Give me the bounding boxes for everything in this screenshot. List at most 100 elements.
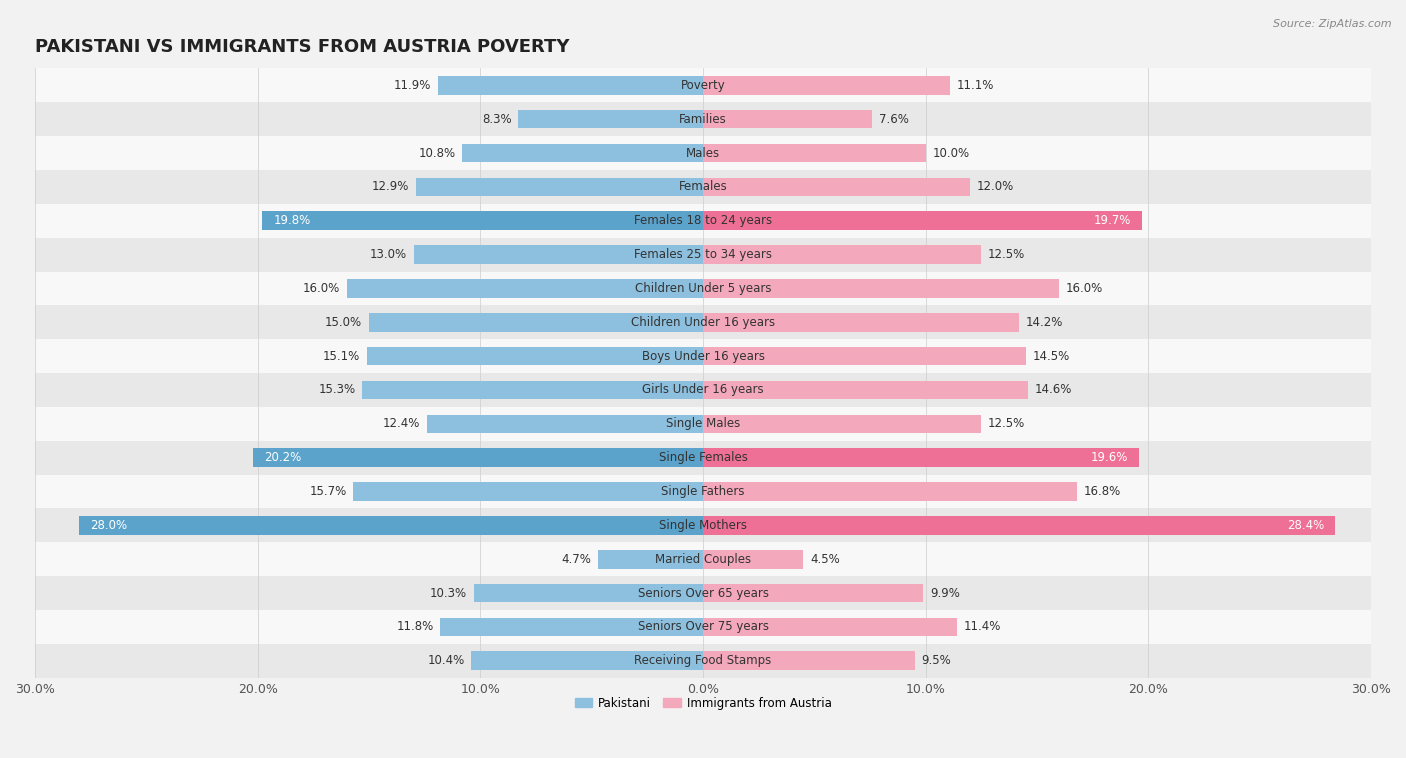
Text: Receiving Food Stamps: Receiving Food Stamps <box>634 654 772 667</box>
Text: 7.6%: 7.6% <box>879 113 908 126</box>
Text: Girls Under 16 years: Girls Under 16 years <box>643 384 763 396</box>
Text: Single Females: Single Females <box>658 451 748 464</box>
Legend: Pakistani, Immigrants from Austria: Pakistani, Immigrants from Austria <box>569 692 837 715</box>
Bar <box>427 415 703 433</box>
Bar <box>474 584 703 603</box>
Text: 12.5%: 12.5% <box>988 418 1025 431</box>
Text: Single Fathers: Single Fathers <box>661 485 745 498</box>
Bar <box>463 144 703 162</box>
Text: 19.7%: 19.7% <box>1094 215 1130 227</box>
Bar <box>35 644 1371 678</box>
Text: 15.1%: 15.1% <box>323 349 360 362</box>
Bar <box>353 482 703 501</box>
Text: Females 18 to 24 years: Females 18 to 24 years <box>634 215 772 227</box>
Bar <box>703 550 803 568</box>
Text: 11.4%: 11.4% <box>963 621 1001 634</box>
Bar <box>703 482 1077 501</box>
Bar <box>703 279 1059 298</box>
Text: 19.8%: 19.8% <box>273 215 311 227</box>
Text: 10.0%: 10.0% <box>932 146 970 159</box>
Bar <box>35 136 1371 170</box>
Bar <box>519 110 703 129</box>
Bar <box>703 144 925 162</box>
Bar <box>703 110 872 129</box>
Text: 19.6%: 19.6% <box>1091 451 1129 464</box>
Bar <box>35 68 1371 102</box>
Text: Seniors Over 75 years: Seniors Over 75 years <box>637 621 769 634</box>
Text: 15.0%: 15.0% <box>325 316 363 329</box>
Text: 12.9%: 12.9% <box>371 180 409 193</box>
Bar <box>703 516 1336 534</box>
Text: 9.9%: 9.9% <box>931 587 960 600</box>
Text: 14.5%: 14.5% <box>1032 349 1070 362</box>
Text: 13.0%: 13.0% <box>370 248 406 261</box>
Bar <box>35 238 1371 271</box>
Bar <box>703 449 1139 467</box>
Text: Boys Under 16 years: Boys Under 16 years <box>641 349 765 362</box>
Text: 16.0%: 16.0% <box>302 282 340 295</box>
Bar <box>439 76 703 95</box>
Text: 12.5%: 12.5% <box>988 248 1025 261</box>
Text: Poverty: Poverty <box>681 79 725 92</box>
Bar <box>703 211 1142 230</box>
Text: 11.9%: 11.9% <box>394 79 432 92</box>
Text: 28.0%: 28.0% <box>90 519 128 532</box>
Bar <box>703 381 1028 399</box>
Bar <box>35 305 1371 340</box>
Bar <box>703 347 1026 365</box>
Text: 12.0%: 12.0% <box>977 180 1014 193</box>
Text: 10.8%: 10.8% <box>419 146 456 159</box>
Bar <box>599 550 703 568</box>
Text: 8.3%: 8.3% <box>482 113 512 126</box>
Text: 12.4%: 12.4% <box>382 418 420 431</box>
Bar <box>35 440 1371 475</box>
Bar <box>440 618 703 636</box>
Text: 10.4%: 10.4% <box>427 654 465 667</box>
Bar <box>35 610 1371 644</box>
Text: Females: Females <box>679 180 727 193</box>
Bar <box>35 271 1371 305</box>
Bar <box>35 509 1371 542</box>
Bar <box>363 381 703 399</box>
Text: Families: Families <box>679 113 727 126</box>
Bar <box>703 584 924 603</box>
Text: Females 25 to 34 years: Females 25 to 34 years <box>634 248 772 261</box>
Bar <box>471 651 703 670</box>
Text: Males: Males <box>686 146 720 159</box>
Bar <box>703 76 950 95</box>
Bar <box>413 246 703 264</box>
Bar <box>35 373 1371 407</box>
Text: 11.8%: 11.8% <box>396 621 433 634</box>
Text: 9.5%: 9.5% <box>921 654 950 667</box>
Bar <box>35 475 1371 509</box>
Text: Children Under 5 years: Children Under 5 years <box>634 282 772 295</box>
Text: Source: ZipAtlas.com: Source: ZipAtlas.com <box>1274 19 1392 29</box>
Text: Single Mothers: Single Mothers <box>659 519 747 532</box>
Bar <box>368 313 703 331</box>
Text: 20.2%: 20.2% <box>264 451 301 464</box>
Bar <box>703 313 1019 331</box>
Text: Seniors Over 65 years: Seniors Over 65 years <box>637 587 769 600</box>
Text: Married Couples: Married Couples <box>655 553 751 565</box>
Bar <box>35 407 1371 440</box>
Bar <box>35 542 1371 576</box>
Bar <box>253 449 703 467</box>
Bar <box>703 177 970 196</box>
Text: 15.7%: 15.7% <box>309 485 347 498</box>
Bar <box>703 415 981 433</box>
Bar <box>35 576 1371 610</box>
Bar <box>347 279 703 298</box>
Text: 4.5%: 4.5% <box>810 553 839 565</box>
Text: 16.8%: 16.8% <box>1084 485 1121 498</box>
Bar <box>35 204 1371 238</box>
Bar <box>35 340 1371 373</box>
Text: 14.6%: 14.6% <box>1035 384 1073 396</box>
Text: Single Males: Single Males <box>666 418 740 431</box>
Text: PAKISTANI VS IMMIGRANTS FROM AUSTRIA POVERTY: PAKISTANI VS IMMIGRANTS FROM AUSTRIA POV… <box>35 38 569 56</box>
Bar <box>416 177 703 196</box>
Text: 11.1%: 11.1% <box>957 79 994 92</box>
Bar <box>703 651 914 670</box>
Bar <box>35 170 1371 204</box>
Bar <box>703 246 981 264</box>
Bar <box>367 347 703 365</box>
